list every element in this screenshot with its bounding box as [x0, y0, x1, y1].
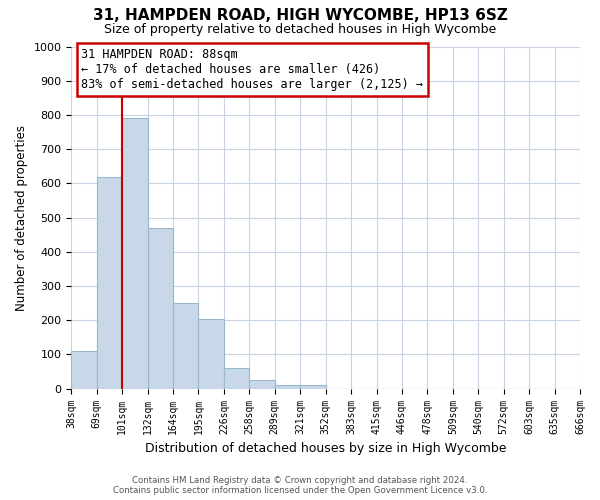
- Bar: [122, 118, 148, 388]
- Text: 31, HAMPDEN ROAD, HIGH WYCOMBE, HP13 6SZ: 31, HAMPDEN ROAD, HIGH WYCOMBE, HP13 6SZ: [92, 8, 508, 22]
- Text: 31 HAMPDEN ROAD: 88sqm
← 17% of detached houses are smaller (426)
83% of semi-de: 31 HAMPDEN ROAD: 88sqm ← 17% of detached…: [82, 48, 424, 91]
- Y-axis label: Number of detached properties: Number of detached properties: [15, 124, 28, 310]
- Text: Contains HM Land Registry data © Crown copyright and database right 2024.
Contai: Contains HM Land Registry data © Crown c…: [113, 476, 487, 495]
- Bar: [97, 176, 122, 388]
- Bar: [300, 386, 326, 388]
- Text: Size of property relative to detached houses in High Wycombe: Size of property relative to detached ho…: [104, 22, 496, 36]
- X-axis label: Distribution of detached houses by size in High Wycombe: Distribution of detached houses by size …: [145, 442, 506, 455]
- Bar: [148, 228, 173, 388]
- Bar: [224, 368, 250, 388]
- Bar: [250, 380, 275, 388]
- Bar: [199, 318, 224, 388]
- Bar: [173, 303, 199, 388]
- Bar: [71, 351, 97, 389]
- Bar: [275, 384, 300, 388]
